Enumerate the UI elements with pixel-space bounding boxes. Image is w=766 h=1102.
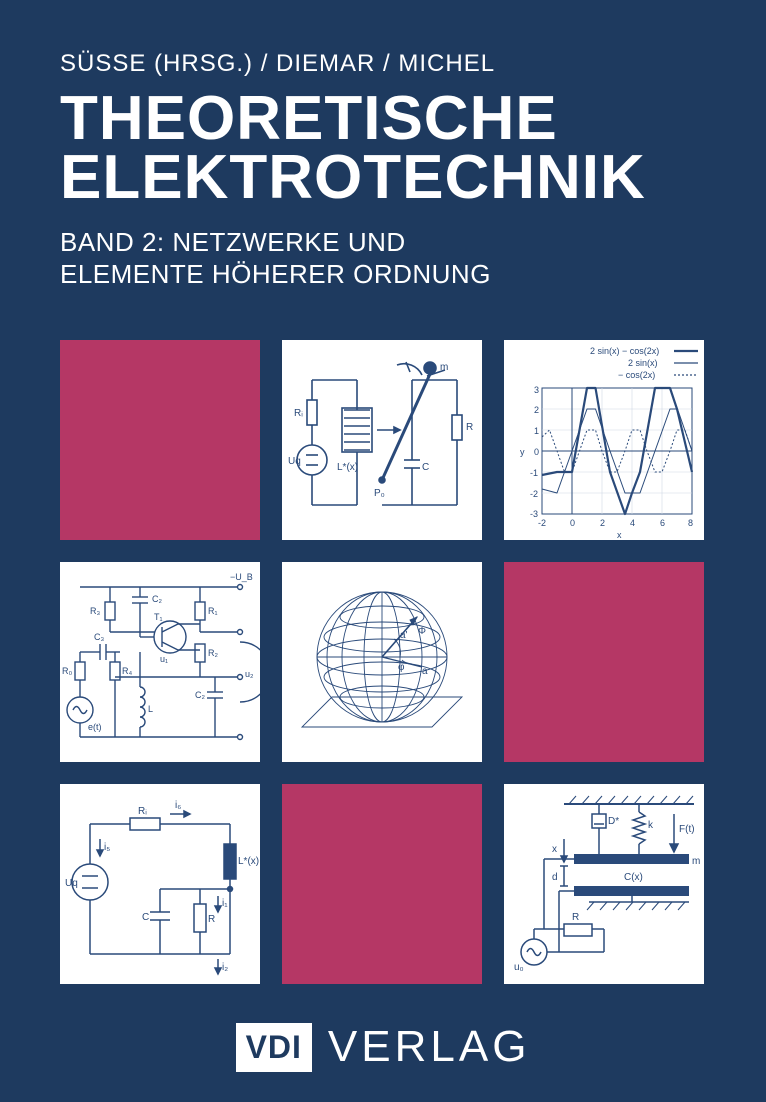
svg-text:T₁: T₁	[154, 612, 163, 622]
svg-text:a': a'	[400, 630, 408, 641]
svg-text:C₂: C₂	[152, 594, 162, 604]
authors-line: SÜSSE (HRSG.) / DIEMAR / MICHEL	[60, 50, 706, 78]
svg-text:R₃: R₃	[90, 606, 100, 616]
svg-text:3: 3	[534, 385, 539, 395]
svg-text:C: C	[142, 912, 149, 923]
svg-text:R₄: R₄	[122, 666, 132, 676]
subtitle-line-1: BAND 2: NETZWERKE UND	[60, 227, 406, 257]
svg-text:e(t): e(t)	[88, 722, 102, 732]
svg-text:i₅: i₅	[104, 842, 110, 853]
svg-text:Rᵢ: Rᵢ	[138, 806, 147, 817]
svg-text:2 sin(x) − cos(2x): 2 sin(x) − cos(2x)	[590, 346, 659, 356]
svg-text:0: 0	[570, 518, 575, 528]
svg-text:y: y	[520, 447, 525, 457]
svg-text:R: R	[572, 912, 579, 923]
accent-tile-3	[282, 784, 482, 984]
svg-text:Uq: Uq	[65, 878, 78, 889]
svg-text:R: R	[466, 422, 473, 433]
svg-text:x: x	[552, 844, 557, 855]
svg-text:C₂: C₂	[195, 690, 205, 700]
svg-text:R₁: R₁	[208, 606, 218, 616]
svg-text:φ: φ	[398, 662, 405, 673]
svg-text:D*: D*	[608, 816, 619, 827]
svg-text:i₆: i₆	[175, 800, 181, 811]
svg-text:2 sin(x): 2 sin(x)	[628, 358, 658, 368]
svg-text:-2: -2	[530, 489, 538, 499]
svg-text:2: 2	[534, 405, 539, 415]
svg-text:C₃: C₃	[94, 632, 104, 642]
svg-text:C: C	[422, 462, 429, 473]
svg-text:R₂: R₂	[208, 648, 218, 658]
svg-text:−U_B: −U_B	[230, 572, 253, 582]
svg-text:F(t): F(t)	[679, 824, 695, 835]
vdi-logo: VDI	[236, 1023, 312, 1072]
svg-text:i₂: i₂	[222, 962, 228, 973]
svg-text:a: a	[422, 666, 428, 677]
svg-text:Rᵢ: Rᵢ	[294, 408, 303, 419]
title-line-2: ELEKTROTECHNIK	[60, 143, 646, 212]
accent-tile-2	[504, 562, 704, 762]
sine-chart-tile: 2 sin(x) − cos(2x) 2 sin(x) − cos(2x)	[504, 340, 704, 540]
svg-text:2: 2	[600, 518, 605, 528]
svg-text:6: 6	[660, 518, 665, 528]
svg-text:-1: -1	[530, 468, 538, 478]
svg-text:x: x	[617, 530, 622, 540]
svg-text:R₀: R₀	[62, 666, 72, 676]
svg-text:P₀: P₀	[374, 488, 385, 499]
transistor-circuit-tile: −U_B C₂ R₃ R₁ T₁	[60, 562, 260, 762]
book-subtitle: BAND 2: NETZWERKE UND ELEMENTE HÖHERER O…	[60, 226, 706, 291]
circuit-inductor-tile: Rᵢ Uq L*(x) m P	[282, 340, 482, 540]
svg-text:− cos(2x): − cos(2x)	[618, 370, 655, 380]
svg-text:i₁: i₁	[222, 898, 228, 909]
svg-text:u₁: u₁	[160, 654, 168, 664]
svg-text:m: m	[692, 856, 700, 867]
svg-text:u₀: u₀	[514, 962, 524, 973]
svg-text:0: 0	[534, 447, 539, 457]
mechanical-capacitor-tile: D* k F(t) m x d	[504, 784, 704, 984]
svg-text:u₂: u₂	[245, 669, 254, 679]
rlc-network-tile: Rᵢ i₆ Uq i₅ L*(x)	[60, 784, 260, 984]
svg-text:L*(x): L*(x)	[337, 462, 358, 473]
book-title: THEORETISCHE ELEKTROTECHNIK	[60, 90, 706, 208]
subtitle-line-2: ELEMENTE HÖHERER ORDNUNG	[60, 259, 491, 289]
svg-text:8: 8	[688, 518, 693, 528]
svg-text:Φ: Φ	[418, 626, 426, 637]
svg-text:1: 1	[534, 426, 539, 436]
svg-text:R: R	[208, 914, 215, 925]
svg-text:4: 4	[630, 518, 635, 528]
accent-tile-1	[60, 340, 260, 540]
svg-text:d: d	[552, 872, 558, 883]
publisher-name: VERLAG	[328, 1022, 531, 1072]
svg-text:C(x): C(x)	[624, 872, 643, 883]
svg-text:Uq: Uq	[288, 456, 301, 467]
svg-text:k: k	[648, 820, 654, 831]
svg-text:L*(x): L*(x)	[238, 856, 259, 867]
svg-text:-2: -2	[538, 518, 546, 528]
tile-grid: Rᵢ Uq L*(x) m P	[60, 340, 704, 984]
svg-text:-3: -3	[530, 509, 538, 519]
sphere-tile: Φ a' φ a	[282, 562, 482, 762]
svg-text:L: L	[148, 704, 153, 714]
publisher-footer: VDI VERLAG	[0, 1022, 766, 1072]
